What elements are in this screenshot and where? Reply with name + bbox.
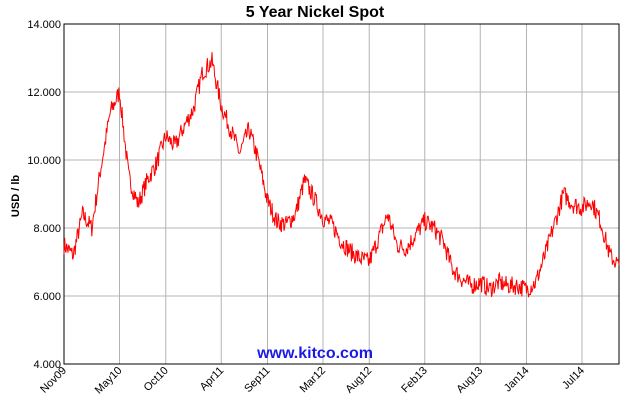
x-tick-label: Oct10 (142, 365, 171, 394)
x-tick-label: Feb13 (399, 365, 430, 396)
y-tick-label: 10.000 (27, 155, 61, 167)
x-tick-label: Aug12 (343, 365, 374, 396)
grid-lines (63, 23, 619, 365)
nickel-price-line (63, 52, 620, 298)
x-tick-label: Jan14 (502, 365, 532, 395)
y-tick-label: 14.000 (27, 19, 61, 31)
y-tick-label: 12.000 (27, 87, 61, 99)
x-tick-label: Sep11 (242, 365, 272, 395)
y-tick-label: 6.000 (33, 291, 61, 303)
y-axis-label: USD / lb (10, 175, 22, 217)
y-axis-ticks: 4.000 6.000 8.000 10.000 12.000 14.000 (27, 19, 61, 371)
chart-title: 5 Year Nickel Spot (246, 4, 385, 21)
plot-area-frame (63, 23, 620, 365)
y-tick-label: 4.000 (33, 359, 61, 371)
x-tick-label: May10 (93, 365, 125, 397)
watermark-kitco: www.kitco.com (256, 345, 373, 362)
y-tick-label: 8.000 (33, 223, 61, 235)
x-axis-ticks: Nov09 May10 Oct10 Apr11 Sep11 Mar12 Aug12 Feb13… (38, 365, 587, 397)
x-tick-label: Aug13 (454, 365, 485, 396)
x-tick-label: Apr11 (198, 365, 227, 394)
x-tick-label: Mar12 (298, 365, 329, 396)
x-tick-label: Jul14 (560, 365, 587, 392)
